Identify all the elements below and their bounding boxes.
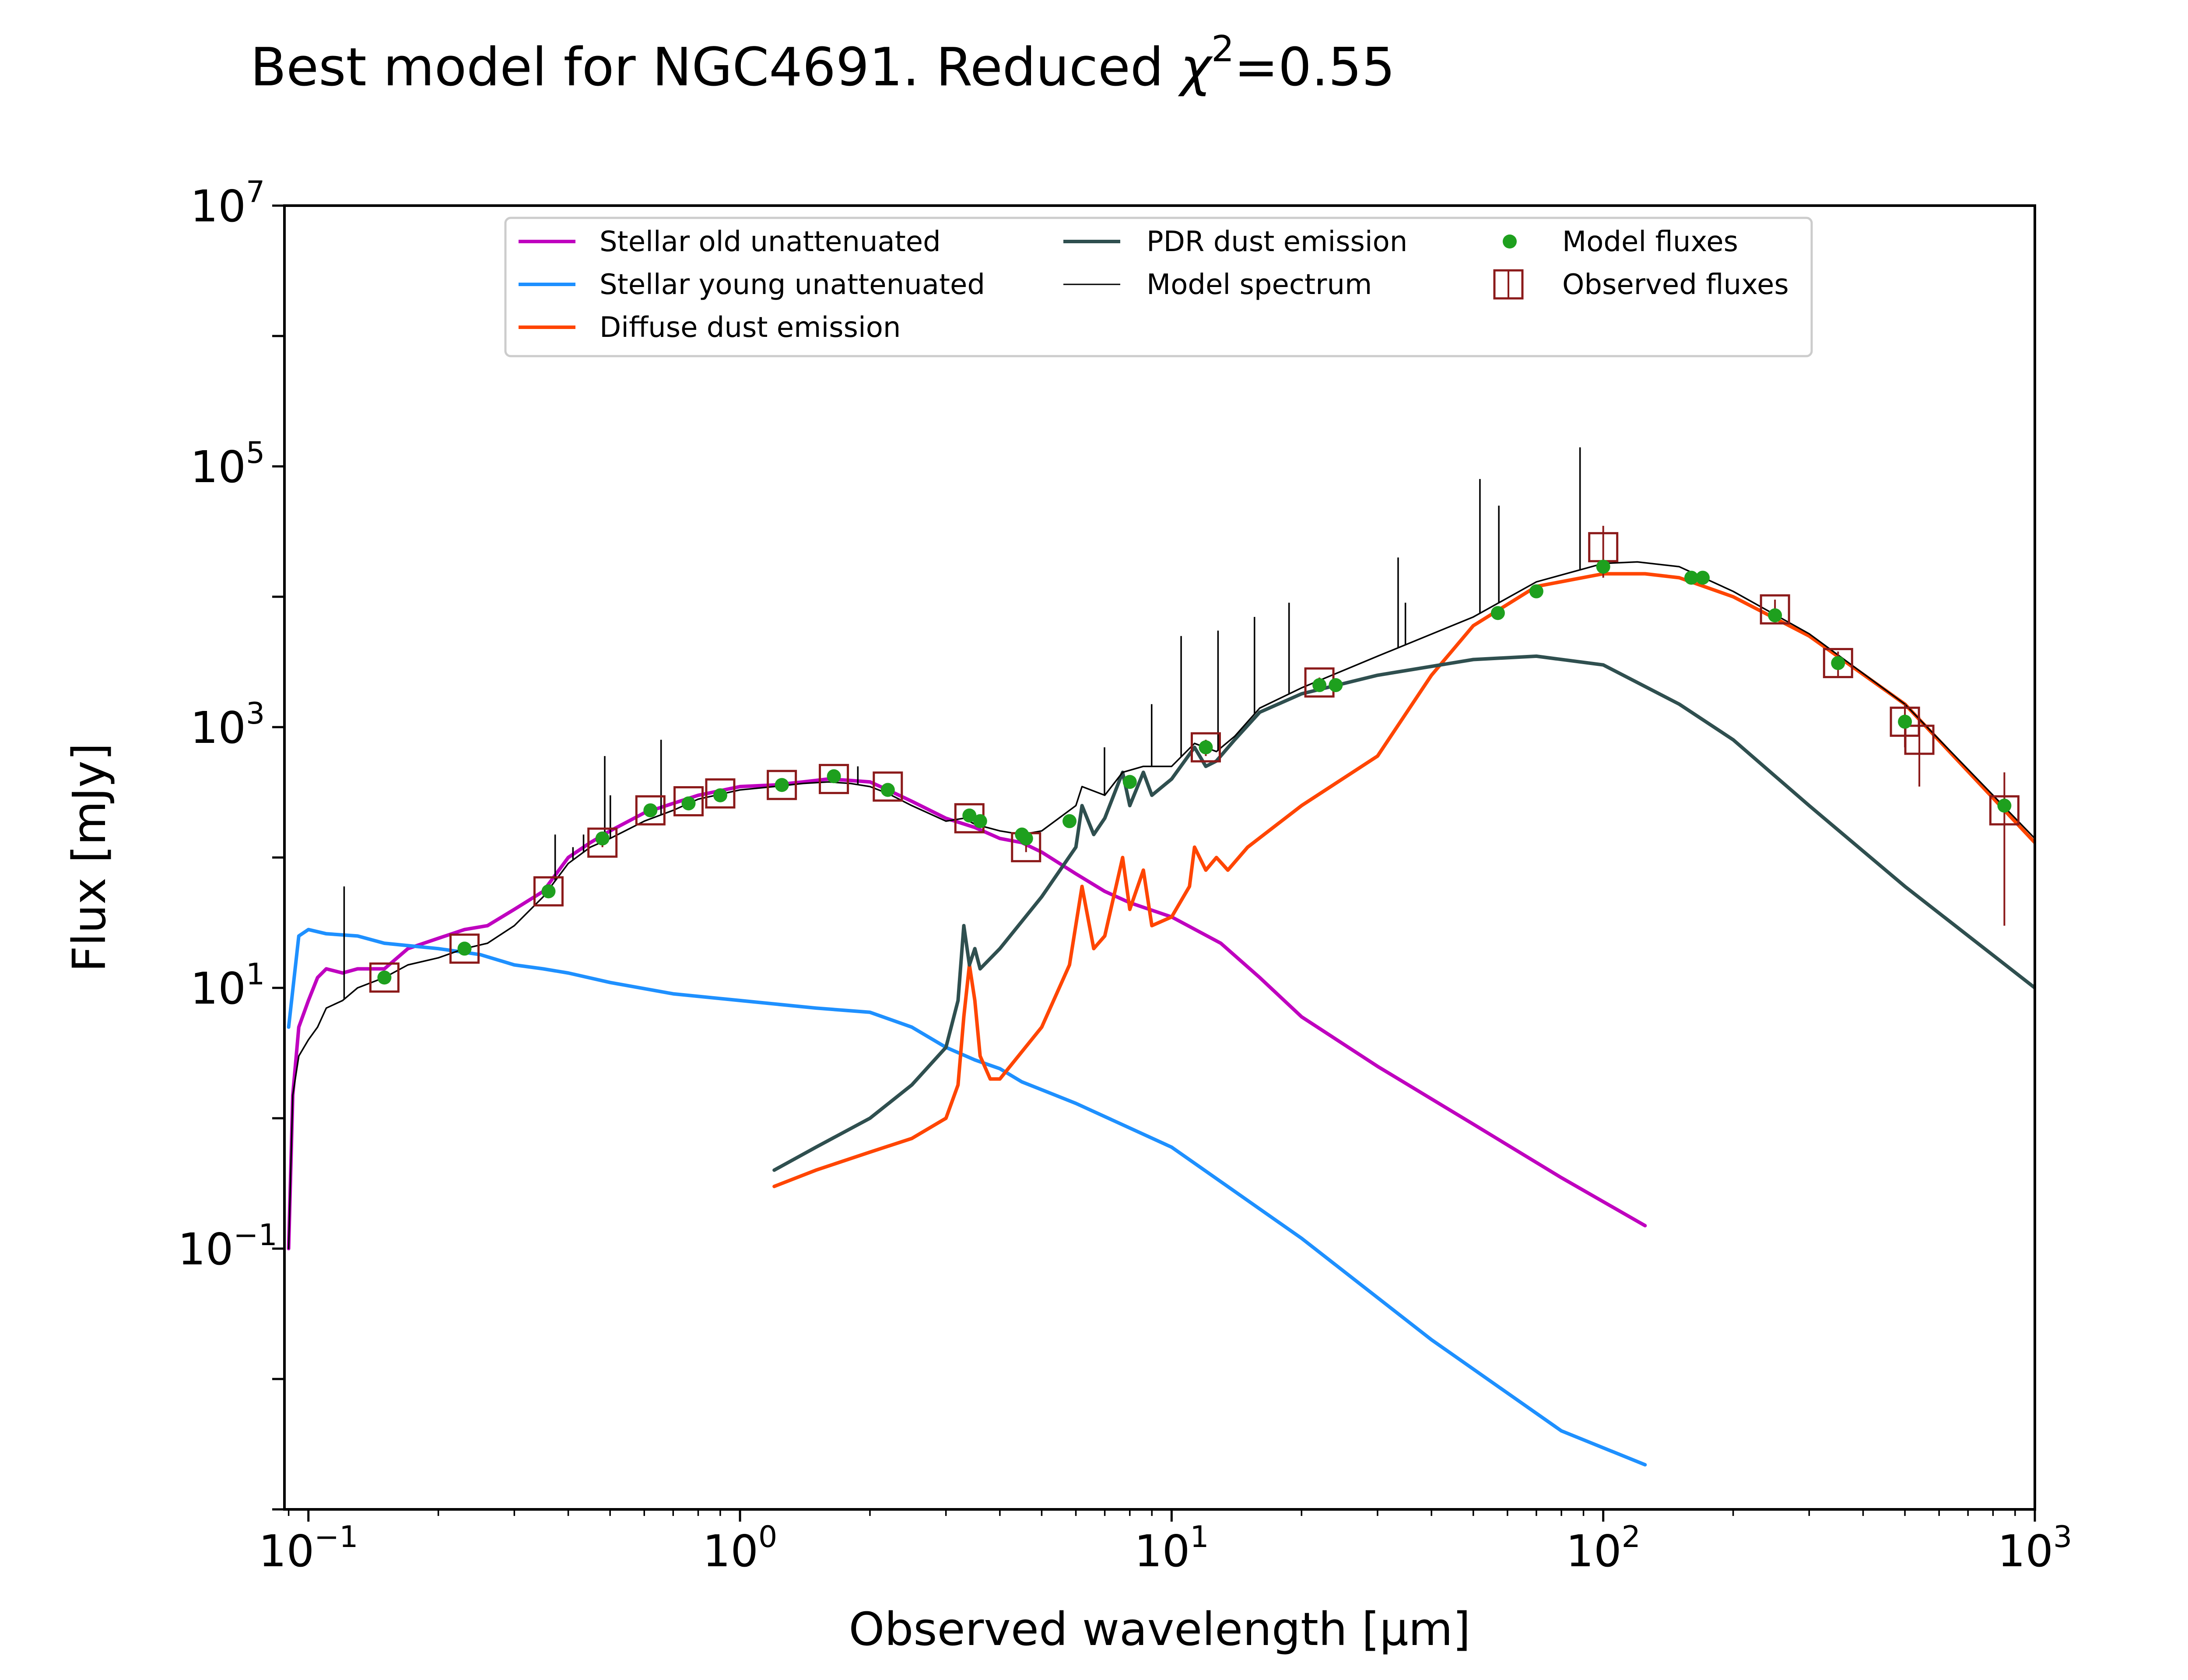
legend-label-pdr-dust: PDR dust emission bbox=[1147, 226, 1407, 258]
y-tick-label-4-exp: 7 bbox=[246, 175, 265, 210]
model-flux-point-20 bbox=[1529, 584, 1543, 598]
legend-label-stellar-old: Stellar old unattenuated bbox=[600, 226, 941, 258]
chart-title: Best model for NGC4691. Reduced χ2=0.55 bbox=[250, 28, 1395, 98]
model-flux-point-13 bbox=[1019, 831, 1033, 846]
x-tick-label-3-exp: 2 bbox=[1622, 1520, 1641, 1554]
observed-flux-marker-8 bbox=[819, 764, 849, 794]
x-tick-label-4-exp: 3 bbox=[2053, 1520, 2072, 1554]
x-axis-label: Observed wavelength [μm] bbox=[849, 1603, 1471, 1656]
y-tick-label-0-exp: −1 bbox=[234, 1218, 277, 1253]
model-flux-point-2 bbox=[541, 884, 556, 899]
x-tick-label-4: 103 bbox=[1998, 1520, 2072, 1577]
x-tick-label-1: 100 bbox=[703, 1520, 778, 1577]
x-tick-label-1-base: 10 bbox=[703, 1526, 758, 1577]
y-tick-label-0: 10−1 bbox=[178, 1218, 277, 1275]
observed-flux-marker-7 bbox=[767, 770, 797, 800]
observed-flux-marker-16 bbox=[1823, 648, 1853, 679]
model-flux-point-19 bbox=[1490, 606, 1505, 620]
model-flux-point-25 bbox=[1831, 656, 1845, 670]
observed-flux-marker-19 bbox=[1989, 795, 2020, 826]
observed-flux-marker-18 bbox=[1904, 724, 1935, 755]
model-flux-point-23 bbox=[1695, 570, 1710, 585]
series-line-stellar-old-unattenuated bbox=[287, 777, 1647, 1250]
model-flux-point-0 bbox=[377, 970, 392, 985]
chart-title-main: Best model for NGC4691. Reduced bbox=[250, 37, 1180, 98]
y-tick-label-3: 105 bbox=[190, 436, 265, 493]
model-flux-point-24 bbox=[1768, 608, 1782, 623]
y-tick-label-1: 101 bbox=[190, 957, 265, 1014]
model-flux-point-4 bbox=[643, 803, 658, 818]
series-line-diffuse-dust-emission bbox=[772, 572, 2035, 1188]
y-tick-label-1-base: 10 bbox=[190, 963, 246, 1014]
x-tick-label-1-exp: 0 bbox=[758, 1520, 777, 1554]
y-tick-label-1-exp: 1 bbox=[246, 957, 265, 992]
x-tick-label-4-base: 10 bbox=[1998, 1526, 2053, 1577]
model-flux-point-5 bbox=[681, 796, 696, 811]
observed-flux-marker-9 bbox=[873, 771, 903, 802]
model-flux-point-26 bbox=[1898, 714, 1912, 729]
model-flux-point-8 bbox=[827, 769, 841, 784]
model-flux-point-11 bbox=[973, 814, 987, 828]
chart-title-value: =0.55 bbox=[1234, 37, 1395, 98]
observed-flux-marker-4 bbox=[635, 795, 666, 826]
model-flux-point-27 bbox=[1997, 798, 2012, 813]
y-tick-label-4-base: 10 bbox=[190, 181, 246, 232]
x-tick-label-2-exp: 1 bbox=[1190, 1520, 1209, 1554]
legend-label-stellar-young: Stellar young unattenuated bbox=[600, 269, 985, 301]
model-flux-point-3 bbox=[595, 831, 610, 846]
observed-flux-marker-3 bbox=[587, 827, 618, 858]
y-axis-label: Flux [mJy] bbox=[63, 743, 116, 972]
x-tick-label-0-base: 10 bbox=[259, 1526, 314, 1577]
model-flux-point-9 bbox=[880, 783, 895, 797]
model-flux-point-1 bbox=[457, 942, 472, 956]
observed-flux-marker-15 bbox=[1760, 594, 1790, 625]
x-tick-label-3: 102 bbox=[1566, 1520, 1641, 1577]
legend-label-model-spectrum: Model spectrum bbox=[1147, 269, 1372, 301]
model-flux-point-10 bbox=[962, 808, 977, 822]
y-tick-label-0-base: 10 bbox=[178, 1224, 233, 1275]
legend: Stellar old unattenuated Stellar young u… bbox=[504, 217, 1813, 357]
model-flux-point-17 bbox=[1312, 678, 1327, 692]
model-flux-point-22 bbox=[1684, 570, 1699, 585]
model-flux-point-16 bbox=[1199, 740, 1213, 755]
legend-frame bbox=[504, 217, 1813, 357]
observed-flux-marker-0 bbox=[369, 962, 400, 993]
legend-label-model-fluxes: Model fluxes bbox=[1562, 226, 1738, 258]
model-flux-point-21 bbox=[1596, 560, 1610, 574]
emission-lines-layer bbox=[343, 447, 1581, 999]
model-flux-point-15 bbox=[1122, 775, 1137, 789]
y-tick-label-3-base: 10 bbox=[190, 441, 246, 493]
x-tick-label-3-base: 10 bbox=[1566, 1526, 1621, 1577]
model-flux-point-6 bbox=[713, 788, 727, 802]
model-flux-point-7 bbox=[775, 778, 789, 792]
y-tick-label-2-base: 10 bbox=[190, 702, 246, 753]
observed-flux-marker-5 bbox=[673, 786, 704, 816]
x-tick-label-0: 10−1 bbox=[259, 1520, 358, 1577]
y-tick-label-3-exp: 5 bbox=[246, 436, 265, 470]
legend-swatch-model-fluxes bbox=[1503, 234, 1517, 248]
chart-title-chi-exp: 2 bbox=[1211, 28, 1234, 70]
observed-flux-marker-6 bbox=[705, 778, 736, 809]
model-flux-point-18 bbox=[1329, 678, 1343, 692]
model-fluxes-layer bbox=[377, 560, 2012, 985]
series-line-stellar-young-unattenuated bbox=[287, 928, 1647, 1466]
observed-flux-marker-1 bbox=[449, 933, 480, 964]
plot-area bbox=[284, 206, 2035, 1509]
legend-label-diffuse-dust: Diffuse dust emission bbox=[600, 312, 901, 344]
series-line-pdr-dust-emission bbox=[772, 654, 2035, 1172]
y-tick-label-2: 103 bbox=[190, 696, 265, 753]
legend-label-observed-fluxes: Observed fluxes bbox=[1562, 269, 1789, 301]
model-flux-point-14 bbox=[1062, 814, 1077, 828]
x-tick-label-2-base: 10 bbox=[1134, 1526, 1190, 1577]
observed-flux-marker-2 bbox=[533, 876, 564, 906]
y-tick-label-4: 107 bbox=[190, 175, 265, 232]
y-tick-label-2-exp: 3 bbox=[246, 696, 265, 731]
x-tick-label-0-exp: −1 bbox=[314, 1520, 358, 1554]
x-tick-label-2: 101 bbox=[1134, 1520, 1209, 1577]
observed-flux-marker-12 bbox=[1190, 732, 1221, 763]
chart-title-chi: χ bbox=[1178, 37, 1213, 98]
